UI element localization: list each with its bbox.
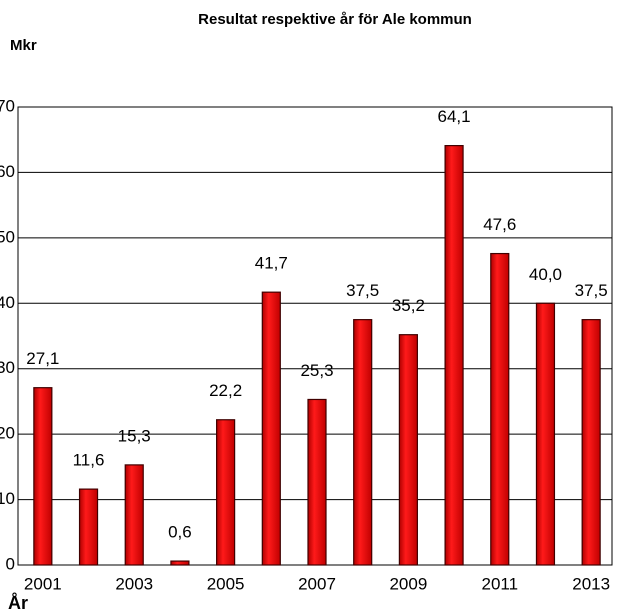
y-tick-label: 10 [0, 489, 15, 508]
bar [307, 398, 327, 566]
bar [535, 302, 556, 566]
value-label: 37,5 [346, 281, 379, 300]
x-tick-label: 2009 [389, 574, 427, 593]
x-tick-label: 2011 [481, 574, 518, 593]
value-label: 27,1 [26, 349, 59, 368]
bar [444, 145, 464, 566]
x-tick-label: 2013 [572, 574, 610, 593]
value-label: 0,6 [168, 523, 192, 542]
x-axis-label: År [8, 593, 28, 613]
y-tick-label: 50 [0, 227, 15, 246]
y-tick-label: 20 [0, 424, 15, 443]
bar [33, 387, 53, 566]
y-tick-label: 40 [0, 293, 15, 312]
x-tick-label: 2001 [24, 574, 62, 593]
y-tick-label: 30 [0, 358, 15, 377]
x-tick-label: 2005 [207, 574, 245, 593]
value-label: 40,0 [529, 265, 562, 284]
chart-title: Resultat respektive år för Ale kommun [198, 11, 472, 28]
value-label: 22,2 [209, 381, 242, 400]
bar [216, 419, 236, 566]
x-tick-label: 2003 [115, 574, 153, 593]
bar [398, 334, 418, 566]
value-label: 37,5 [575, 281, 608, 300]
y-axis-label: Mkr [10, 37, 37, 54]
bar [581, 319, 601, 566]
value-label: 64,1 [438, 107, 471, 126]
bar [490, 252, 510, 566]
value-label: 11,6 [73, 451, 105, 470]
bar [78, 488, 99, 566]
value-label: 25,3 [300, 361, 333, 380]
bar [124, 464, 144, 566]
x-tick-label: 2007 [298, 574, 336, 593]
value-label: 47,6 [483, 215, 516, 234]
value-label: 15,3 [118, 426, 151, 445]
value-label: 35,2 [392, 296, 425, 315]
bar [261, 291, 281, 566]
y-tick-label: 70 [0, 96, 15, 115]
bar [353, 319, 373, 566]
y-tick-label: 0 [6, 554, 15, 573]
bar [170, 560, 190, 566]
value-label: 41,7 [255, 254, 288, 273]
y-tick-label: 60 [0, 162, 15, 181]
